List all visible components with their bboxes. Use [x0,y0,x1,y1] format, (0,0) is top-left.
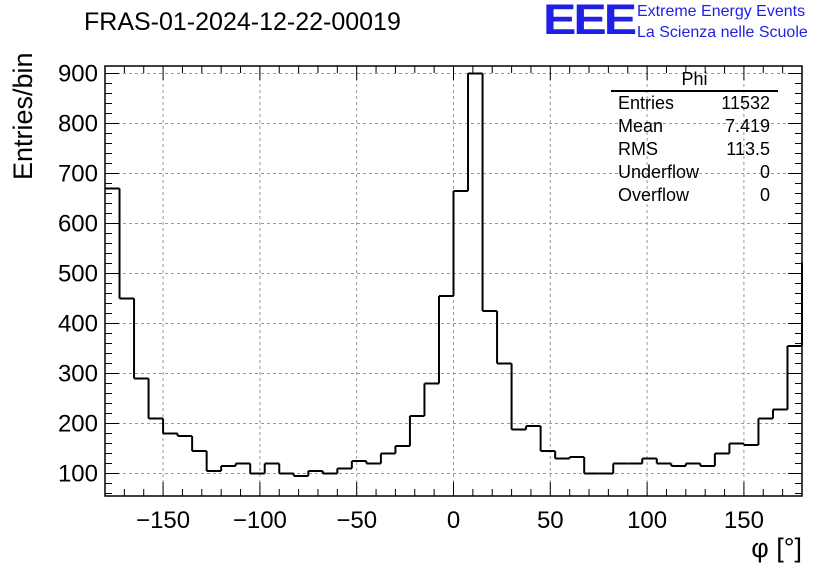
x-tick-label: −150 [136,507,190,534]
stats-label: Mean [618,116,664,136]
stats-value: 7.419 [724,116,770,136]
histogram-bin [423,382,439,416]
histogram-bin [525,425,541,430]
stats-label: Underflow [618,162,700,182]
histogram-bin [176,433,193,437]
chart-title: FRAS-01-2024-12-22-00019 [84,8,401,36]
x-tick-label: −50 [336,507,377,534]
histogram-bin [147,378,164,420]
histogram-bin [496,311,512,365]
stats-title: Phi [611,68,778,92]
histogram-bin [437,295,454,384]
logo-text-line2: La Scienza nelle Scuole [637,24,808,41]
x-tick-label: −100 [233,507,287,534]
histogram-bin [278,463,294,475]
y-tick-label: 700 [58,161,98,188]
histogram-bin [742,443,759,446]
stats-row-mean: Mean 7.419 [611,115,778,138]
histogram-bin [670,463,686,467]
histogram-bin [655,458,672,465]
histogram-bin [408,415,425,446]
y-tick-label: 300 [58,361,98,388]
histogram-bin [162,418,178,435]
histogram-bin [452,190,469,296]
y-tick-label: 800 [58,111,98,138]
histogram-bin [728,442,744,454]
histogram-bin [771,408,788,419]
histogram-bin [321,471,338,475]
stats-value: 11532 [721,93,770,113]
histogram-bin [583,457,599,475]
histogram-bin [568,456,585,459]
histogram-bin [467,72,483,191]
y-tick-label: 600 [58,211,98,238]
histogram-bin [379,452,396,464]
x-tick-label: 100 [627,507,667,534]
histogram-bin [481,73,498,312]
histogram-bin [234,462,251,466]
x-tick-label: 0 [447,507,460,534]
eee-logo: EEE [543,0,637,44]
histogram-bin [786,345,802,410]
x-tick-label: 150 [724,507,764,534]
y-axis-label: Entries/bin [8,52,38,180]
histogram-bin [292,473,309,477]
histogram-bin [133,298,149,380]
y-tick-label: 500 [58,261,98,288]
histogram-bin [220,465,236,471]
histogram-bin [394,445,410,454]
histogram-bin [684,462,701,466]
histogram-bin [263,462,280,474]
histogram-bin [510,363,527,431]
y-tick-label: 200 [58,411,98,438]
stats-row-entries: Entries 11532 [611,92,778,115]
histogram-bin [336,467,352,474]
x-axis-label: φ [°] [751,533,802,563]
histogram-bin [641,457,657,464]
stats-value: 0 [759,162,770,182]
stats-box: Phi Entries 11532 Mean 7.419 RMS 113.5 U… [611,68,778,207]
histogram-bin [118,188,135,300]
stats-label: Overflow [618,185,690,205]
stats-label: RMS [618,139,658,159]
histogram-bin [713,452,730,466]
histogram-bin [554,451,570,460]
histogram-bin [699,463,715,467]
stats-row-overflow: Overflow 0 [611,184,778,207]
histogram-bin [191,436,207,452]
stats-value: 0 [759,185,770,205]
y-tick-label: 900 [58,61,98,88]
x-tick-label: 50 [537,507,564,534]
histogram-bin [350,460,367,469]
histogram-bin [307,470,323,476]
y-tick-label: 100 [58,461,98,488]
stats-label: Entries [618,93,675,113]
histogram-bin [205,451,222,472]
logo-text-line1: Extreme Energy Events [637,3,806,20]
stats-value: 113.5 [726,139,770,159]
histogram-bin [757,417,773,445]
histogram-bin [365,461,381,465]
stats-row-underflow: Underflow 0 [611,161,778,184]
histogram-bin [539,426,556,452]
histogram-bin [612,462,628,474]
stats-row-rms: RMS 113.5 [611,138,778,161]
y-tick-label: 400 [58,311,98,338]
histogram-bin [249,463,265,475]
